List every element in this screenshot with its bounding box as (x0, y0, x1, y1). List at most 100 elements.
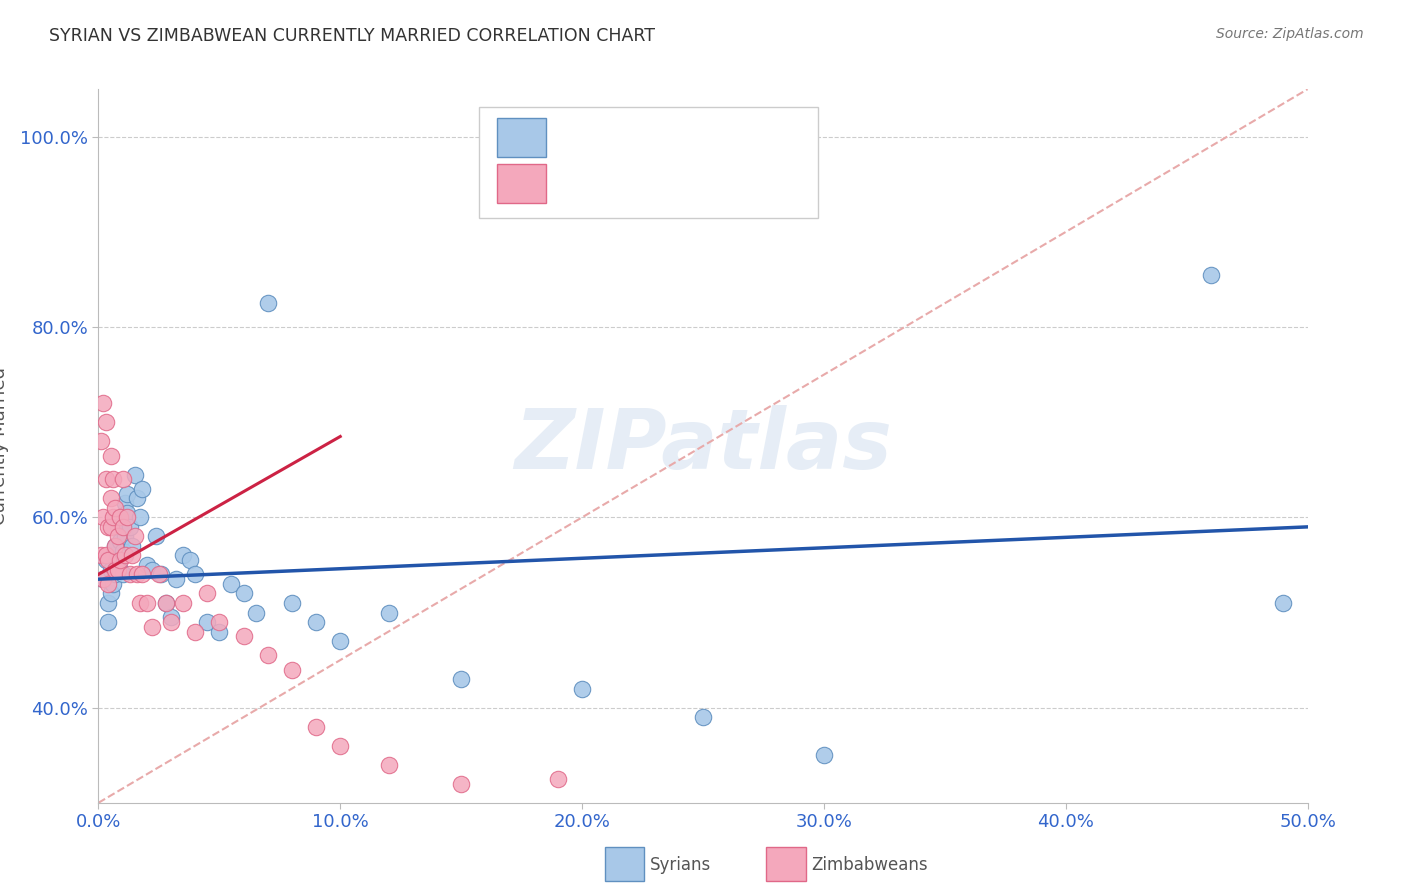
Point (172, 596, 194, 610)
Point (160, 610, 183, 624)
Point (114, 496, 136, 510)
Point (94, 549, 117, 563)
Point (117, 486, 139, 500)
Point (108, 553, 131, 567)
Point (179, 553, 201, 567)
Point (97, 520, 120, 534)
Point (1272, 596, 1295, 610)
Point (232, 629, 254, 643)
Text: N = 53: N = 53 (685, 121, 752, 139)
Point (232, 586, 254, 600)
Point (450, 672, 472, 686)
Text: N = 50: N = 50 (685, 169, 752, 187)
Point (97, 596, 120, 610)
Point (281, 596, 304, 610)
Point (118, 520, 141, 534)
Point (114, 529, 136, 543)
Point (104, 500, 127, 515)
Point (135, 558, 157, 572)
Point (172, 549, 194, 563)
Point (104, 539, 127, 553)
Point (329, 634, 352, 648)
Point (377, 757, 399, 772)
FancyBboxPatch shape (498, 118, 546, 157)
Point (107, 563, 129, 577)
Point (305, 615, 328, 629)
Point (127, 567, 149, 582)
Point (101, 549, 124, 563)
Point (329, 739, 352, 753)
Point (160, 615, 183, 629)
Point (155, 596, 177, 610)
Point (100, 449, 122, 463)
Point (256, 648, 278, 663)
Point (104, 567, 127, 582)
Point (121, 549, 143, 563)
Text: R =  0.241: R = 0.241 (561, 169, 666, 187)
FancyBboxPatch shape (498, 164, 546, 203)
Point (208, 615, 231, 629)
Point (101, 577, 124, 591)
Point (108, 534, 131, 549)
Point (111, 472, 134, 486)
Point (195, 615, 218, 629)
Point (131, 482, 153, 496)
Point (91, 572, 114, 586)
Point (281, 663, 304, 677)
Point (97, 577, 120, 591)
Point (111, 567, 134, 582)
Point (128, 510, 150, 524)
Point (128, 596, 150, 610)
Point (148, 567, 170, 582)
Point (184, 624, 207, 639)
Point (117, 510, 139, 524)
Point (118, 567, 141, 582)
FancyBboxPatch shape (479, 107, 818, 218)
Point (94, 553, 117, 567)
Point (813, 748, 835, 763)
Text: R =  0.076: R = 0.076 (561, 121, 666, 139)
Point (141, 563, 163, 577)
Point (101, 510, 124, 524)
Point (121, 539, 143, 553)
Point (117, 506, 139, 520)
Text: ZIPatlas: ZIPatlas (515, 406, 891, 486)
Point (111, 543, 134, 558)
Point (165, 572, 187, 586)
Point (135, 596, 157, 610)
Point (547, 772, 569, 786)
Point (97, 553, 120, 567)
Point (450, 777, 472, 791)
Point (145, 529, 167, 543)
Text: Source: ZipAtlas.com: Source: ZipAtlas.com (1216, 27, 1364, 41)
Point (1199, 268, 1222, 282)
Point (692, 710, 714, 724)
Point (208, 624, 231, 639)
Point (571, 681, 593, 696)
Text: Zimbabweans: Zimbabweans (811, 856, 928, 874)
Point (155, 596, 177, 610)
Point (141, 620, 163, 634)
Point (94, 415, 117, 429)
Point (94, 472, 117, 486)
Point (107, 520, 129, 534)
Point (100, 563, 122, 577)
Point (111, 520, 134, 534)
Point (114, 549, 136, 563)
Point (90, 434, 112, 449)
Point (377, 606, 399, 620)
Point (195, 586, 218, 600)
Point (184, 567, 207, 582)
Point (108, 510, 131, 524)
Point (131, 567, 153, 582)
Point (221, 577, 243, 591)
Point (100, 491, 122, 506)
Point (104, 539, 127, 553)
Point (127, 491, 149, 506)
Point (97, 615, 120, 629)
Point (150, 567, 173, 582)
Point (111, 520, 134, 534)
Point (100, 586, 122, 600)
Point (124, 467, 146, 482)
Text: Syrians: Syrians (650, 856, 711, 874)
